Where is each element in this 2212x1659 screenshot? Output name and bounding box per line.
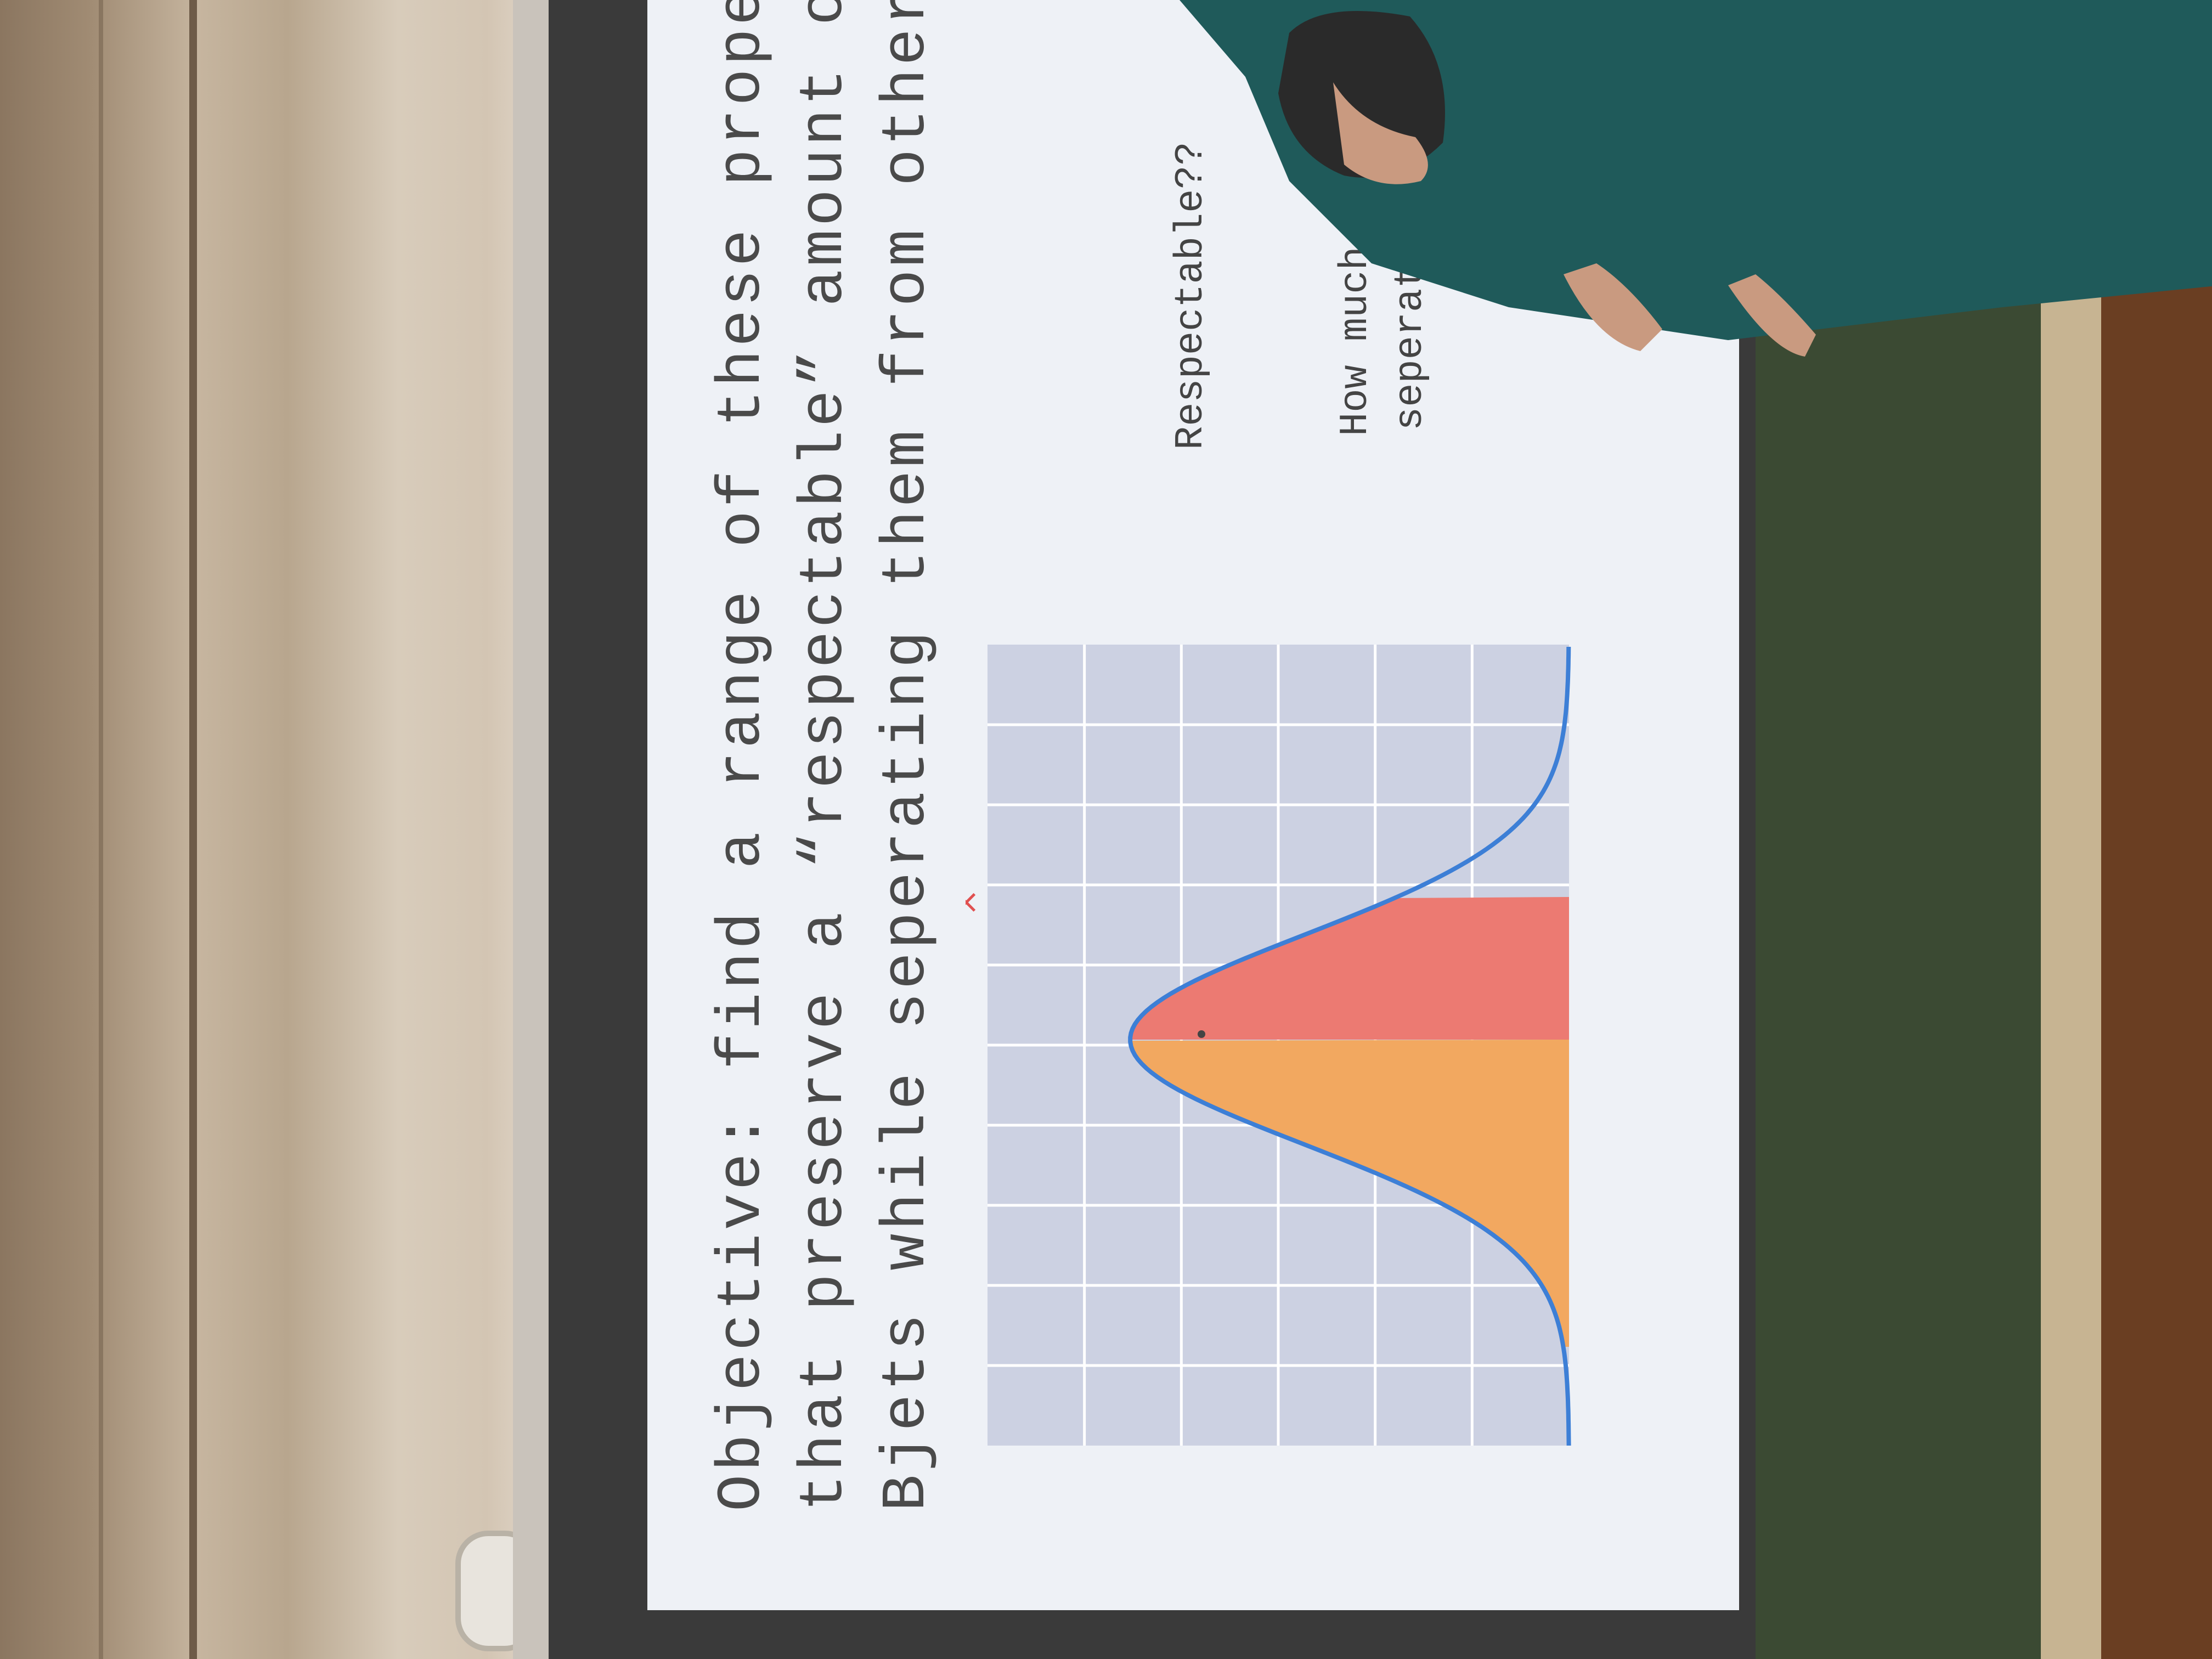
wall-panel-seam: [189, 0, 197, 1659]
objective-line-3: Bjets while seperating them from others: [872, 0, 942, 1511]
red-region: [1130, 897, 1569, 1040]
wooden-cabinet: [2101, 274, 2212, 1659]
objective-line-2: that preserve a “respectable” amount of: [790, 0, 860, 1511]
gaussian-curve: [1128, 646, 1571, 1446]
gaussian-plot: ×: [966, 645, 1571, 1446]
plot-speck: [1198, 1030, 1205, 1038]
cut-marker: ×: [966, 889, 985, 916]
slide-content: Objective: find a range of these propert…: [658, 0, 1723, 1610]
objective-line-1: Objective: find a range of these propert…: [708, 0, 777, 1511]
wall-panel-seam: [99, 0, 103, 1659]
presenter: [1180, 0, 2212, 357]
chalkboard-trim: [2041, 263, 2101, 1659]
